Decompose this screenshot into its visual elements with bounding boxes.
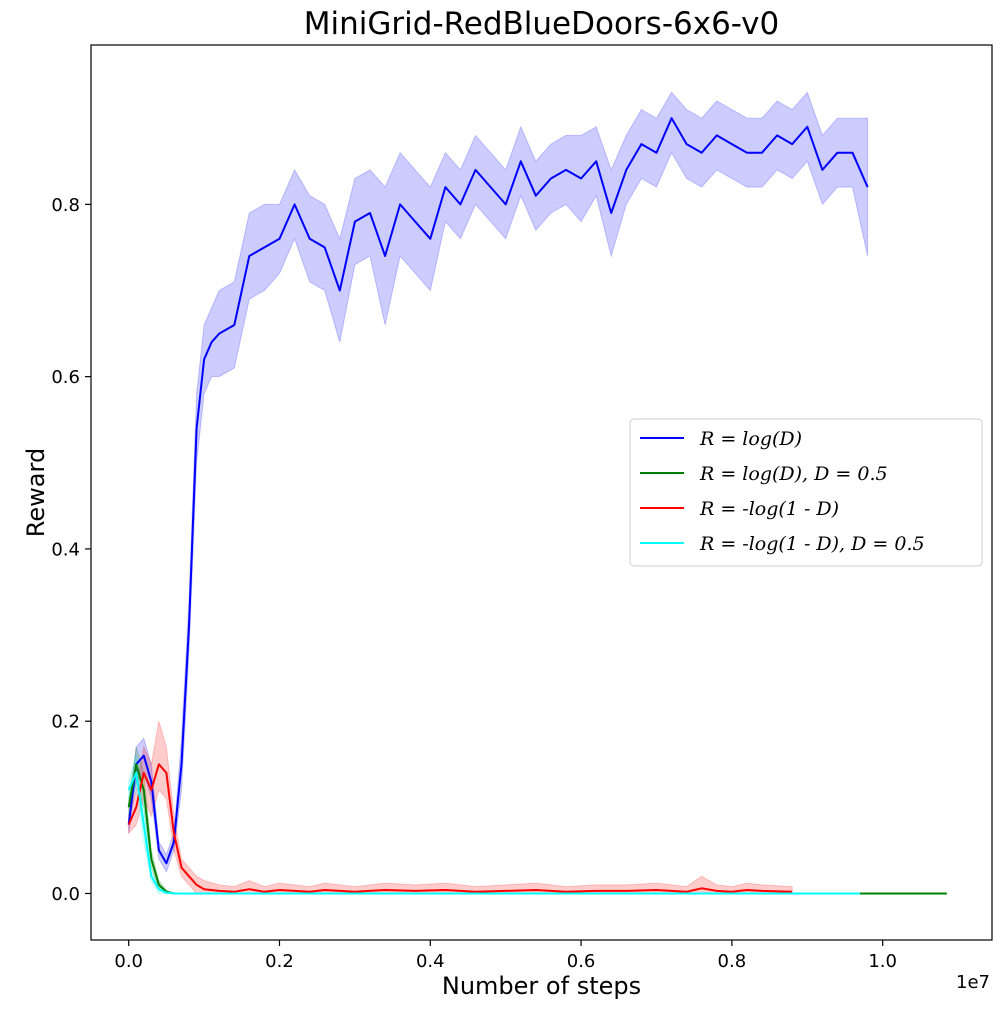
line-neg-log-one-minus-d-half: [127, 771, 861, 895]
line-log-d: [127, 117, 869, 865]
x-tick-label: 1.0: [868, 951, 897, 972]
x-tick-label: 0.2: [265, 951, 294, 972]
line-neg-log-one-minus-d: [127, 763, 793, 893]
y-tick-label: 0.4: [51, 539, 80, 560]
chart-title: MiniGrid-RedBlueDoors-6x6-v0: [304, 6, 779, 42]
plot-area-frame: [90, 44, 993, 941]
y-tick-label: 0.0: [51, 884, 80, 905]
series-lines: [127, 117, 947, 895]
y-axis-ticks: 0.0 0.2 0.4 0.6 0.8: [51, 195, 91, 905]
y-axis-label: Reward: [22, 448, 50, 537]
legend-box: [629, 418, 983, 567]
x-tick-label: 0.4: [416, 951, 445, 972]
y-tick-label: 0.8: [51, 195, 80, 216]
band-neg-log-one-minus-d-half: [128, 755, 861, 894]
legend-label-neg-log-one-minus-d-half: R = -log(1 - D), D = 0.5: [699, 533, 925, 555]
band-log-d: [128, 91, 869, 874]
band-neg-log-one-minus-d: [128, 721, 793, 894]
legend-label-log-d: R = log(D): [699, 428, 802, 450]
x-axis-ticks: 0.0 0.2 0.4 0.6 0.8 1.0: [114, 940, 897, 972]
x-tick-label: 0.6: [567, 951, 596, 972]
legend: R = log(D) R = log(D), D = 0.5 R = -log(1 …: [629, 418, 983, 567]
y-tick-label: 0.2: [51, 712, 80, 733]
x-axis-offset-label: 1e7: [956, 972, 990, 993]
band-log-d-half: [128, 746, 947, 894]
x-axis-label: Number of steps: [442, 972, 641, 1000]
legend-label-log-d-half: R = log(D), D = 0.5: [699, 463, 888, 485]
x-tick-label: 0.8: [718, 951, 747, 972]
y-tick-label: 0.6: [51, 367, 80, 388]
line-log-d-half: [127, 763, 947, 895]
legend-label-neg-log-one-minus-d: R = -log(1 - D): [699, 498, 839, 520]
x-tick-label: 0.0: [114, 951, 143, 972]
